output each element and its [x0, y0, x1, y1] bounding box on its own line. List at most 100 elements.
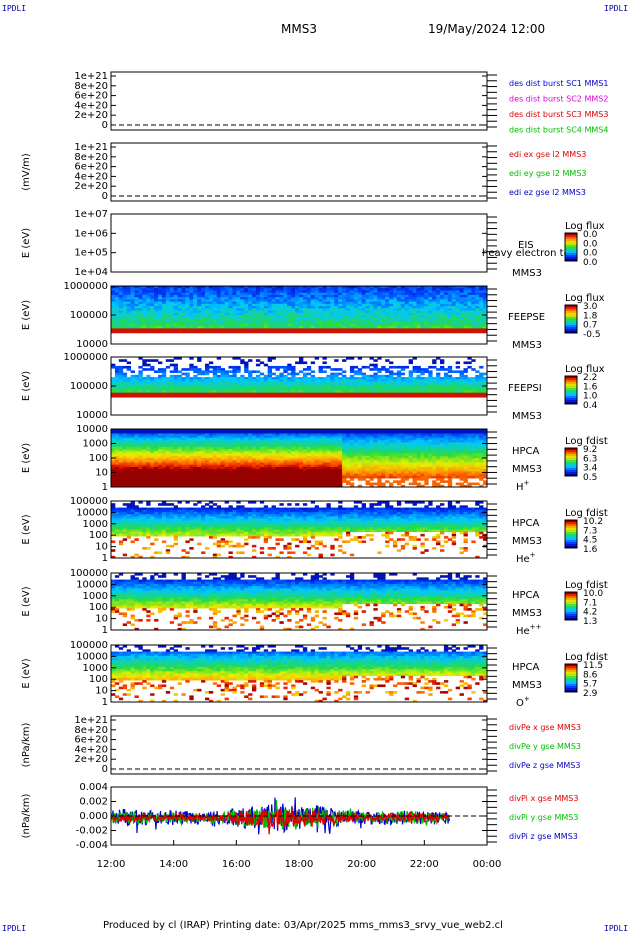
spectrogram-cell — [154, 381, 159, 385]
spectrogram-cell — [267, 365, 272, 369]
spectrogram-cell — [455, 365, 460, 369]
spectrogram-cell — [189, 294, 194, 298]
spectrogram-cell — [299, 288, 304, 291]
corner-tag-bottom-left: IPDLI — [2, 924, 27, 933]
spectrogram-cell — [154, 471, 159, 475]
spectrogram-cell — [165, 383, 171, 387]
spectrogram-cell — [432, 326, 437, 329]
spectrogram-cell — [158, 326, 163, 329]
spectrogram-cell — [177, 308, 182, 311]
spectrogram-cell — [255, 363, 261, 367]
spectrogram-cell — [161, 388, 167, 391]
spectrogram-cell — [154, 388, 159, 391]
spectrogram-cell — [126, 317, 131, 320]
spectrogram-cell — [185, 374, 190, 378]
spectrogram-cell — [408, 303, 413, 307]
spectrogram-cell — [283, 323, 288, 327]
spectrogram-cell — [118, 392, 124, 396]
spectrogram-cell — [154, 392, 159, 396]
spectrogram-cell — [150, 326, 155, 329]
spectrogram-cell — [404, 328, 410, 332]
spectrogram-cell — [205, 292, 210, 296]
spectrogram-cell — [428, 330, 433, 334]
spectrogram-cell — [471, 328, 476, 332]
spectrogram-cell — [447, 394, 453, 398]
spectrogram-cell — [248, 303, 253, 307]
spectrogram-cell — [330, 299, 335, 303]
spectrogram-cell — [440, 361, 445, 365]
spectrogram-cell — [220, 315, 225, 318]
spectrogram-cell — [224, 299, 229, 303]
spectrogram-cell — [126, 386, 131, 389]
spectrogram-cell — [295, 297, 300, 300]
spectrogram-cell — [428, 315, 433, 318]
spectrogram-cell — [310, 315, 316, 318]
spectrogram-cell — [459, 326, 464, 329]
spectrogram-cell — [463, 308, 468, 311]
spectrogram-cell — [471, 303, 476, 307]
spectrogram-cell — [134, 326, 139, 329]
spectrogram-cell — [338, 286, 343, 289]
legend-entry: edi ez gse l2 MMS3 — [509, 188, 586, 197]
spectrogram-cell — [150, 310, 155, 314]
spectrogram-cell — [158, 394, 163, 398]
spectrogram-cell — [173, 303, 178, 307]
spectrogram-cell — [385, 323, 390, 327]
spectrogram-cell — [248, 377, 253, 380]
spectrogram-cell — [232, 381, 237, 385]
spectrogram-cell — [361, 299, 366, 303]
spectrogram-cell — [118, 306, 124, 309]
colorbar-label: 0.0 — [583, 258, 598, 268]
spectrogram-cell — [463, 361, 468, 365]
spectrogram-cell — [338, 326, 343, 329]
spectrogram-cell — [205, 315, 210, 318]
spectrogram-cell — [161, 306, 167, 309]
colorbar-cell — [565, 245, 577, 248]
spectrogram-cell — [232, 292, 237, 296]
spectrogram-cell — [118, 383, 124, 387]
spectrogram-cell — [212, 377, 218, 380]
spectrogram-cell — [420, 288, 425, 291]
spectrogram-cell — [158, 381, 163, 385]
spectrogram-cell — [252, 328, 257, 332]
spectrogram-cell — [197, 299, 202, 303]
spectrogram-cell — [342, 394, 347, 398]
spectrogram-cell — [377, 306, 382, 309]
spectrogram-cell — [114, 312, 120, 316]
spectrogram-cell — [443, 323, 449, 327]
spectrogram-cell — [443, 321, 449, 325]
spectrogram-cell — [447, 310, 453, 314]
spectrogram-cell — [299, 442, 304, 446]
spectrogram-cell — [381, 297, 386, 300]
spectrogram-cell — [471, 394, 476, 398]
spectrogram-cell — [295, 301, 300, 305]
spectrogram-cell — [400, 297, 406, 300]
spectrogram-cell — [447, 306, 453, 309]
spectrogram-cell — [154, 359, 159, 362]
spectrogram-cell — [365, 290, 370, 294]
spectrogram-cell — [193, 368, 198, 371]
spectrogram-cell — [216, 330, 222, 334]
spectrogram-cell — [314, 319, 319, 323]
spectrogram-cell — [471, 330, 476, 334]
spectrogram-cell — [212, 308, 218, 311]
spectrogram-cell — [189, 286, 194, 289]
spectrogram-cell — [377, 290, 382, 294]
spectrogram-cell — [130, 290, 135, 294]
colorbar-cell — [565, 321, 577, 324]
spectrogram-cell — [259, 317, 265, 320]
spectrogram-cell — [424, 297, 429, 300]
spectrogram-cell — [165, 442, 171, 446]
y-tick-label: 1e+04 — [74, 267, 108, 278]
spectrogram-cell — [197, 357, 202, 360]
spectrogram-cell — [154, 319, 159, 323]
spectrogram-cell — [173, 321, 178, 325]
spectrogram-cell — [385, 308, 390, 311]
spectrogram-cell — [393, 290, 398, 294]
spectrogram-cell — [263, 471, 269, 475]
spectrogram-cell — [118, 330, 124, 334]
spectrogram-cell — [150, 381, 155, 385]
spectrogram-cell — [181, 286, 186, 289]
spectrogram-cell — [436, 394, 441, 398]
